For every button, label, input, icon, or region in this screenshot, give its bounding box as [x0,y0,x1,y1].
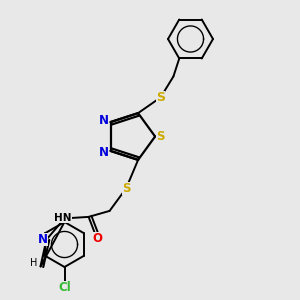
Text: N: N [99,114,109,127]
Text: S: S [122,182,130,195]
Text: N: N [99,146,109,159]
Text: N: N [38,233,48,246]
Text: Cl: Cl [58,280,71,294]
Text: O: O [93,232,103,245]
Text: S: S [156,91,165,104]
Text: H: H [30,258,38,268]
Text: S: S [156,130,165,143]
Text: HN: HN [54,213,72,224]
